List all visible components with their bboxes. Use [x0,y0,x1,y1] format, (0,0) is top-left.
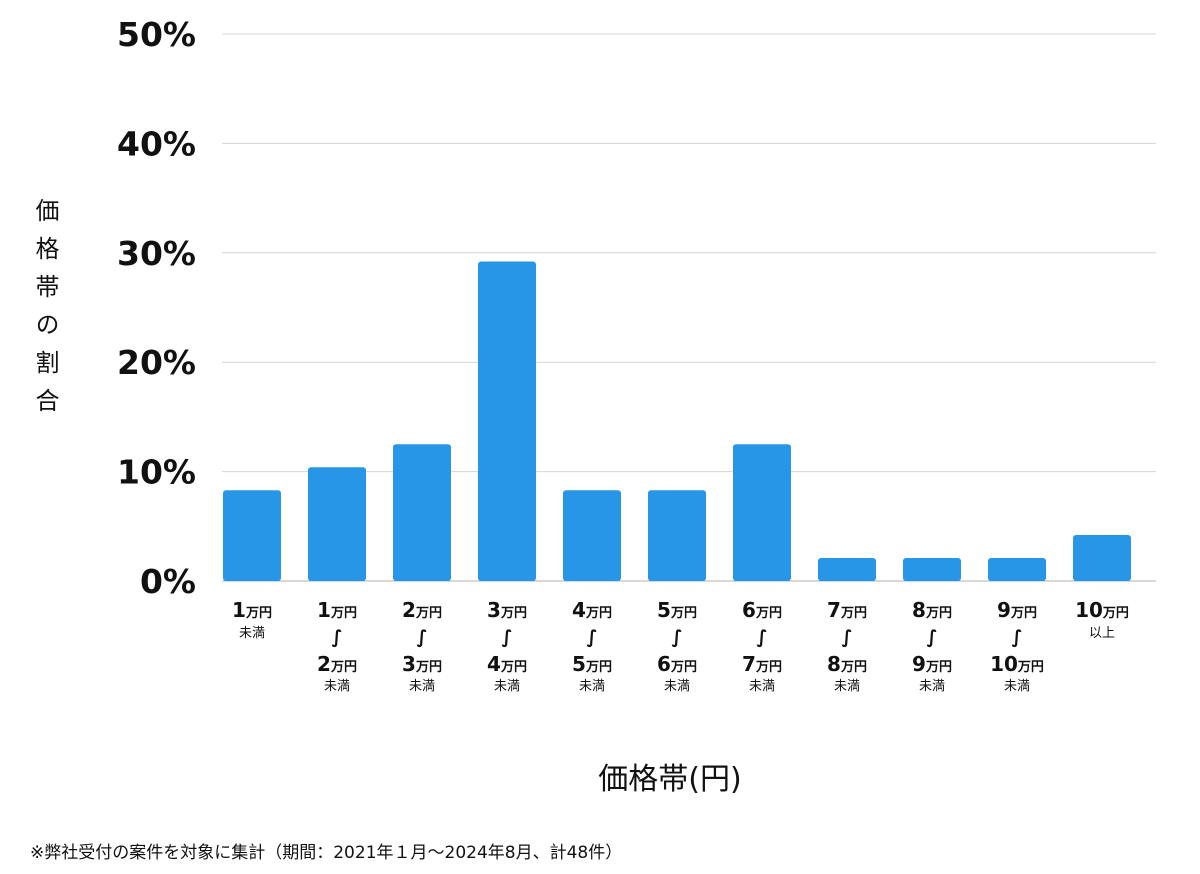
x-tick-suffix: 未満 [834,679,860,694]
bar [818,558,876,581]
x-tick-from: 5万円 [657,598,697,622]
x-tick-suffix: 未満 [409,679,435,694]
x-tick-suffix: 未満 [239,626,265,641]
x-tick-to: 6万円 [657,652,697,676]
bar [478,261,536,581]
y-tick-label: 40% [117,124,196,163]
x-tick-suffix: 未満 [749,679,775,694]
x-tick-from: 10万円 [1075,598,1129,622]
y-tick-label: 20% [117,343,196,382]
x-tick-suffix: 未満 [919,679,945,694]
footnote: ※弊社受付の案件を対象に集計（期間：2021年１月～2024年8月、計48件） [30,843,623,863]
x-tick-from: 1万円 [317,598,357,622]
x-tick-suffix: 未満 [579,679,605,694]
y-tick-label: 50% [117,15,196,54]
x-tick-range-separator: ∫ [672,627,683,648]
y-tick-label: 0% [140,562,196,601]
x-tick-range-separator: ∫ [927,627,938,648]
x-tick-range-separator: ∫ [1012,627,1023,648]
x-tick-from: 2万円 [402,598,442,622]
bars [223,261,1131,581]
bar [988,558,1046,581]
x-tick-to: 3万円 [402,652,442,676]
bar [308,467,366,581]
x-tick-to: 7万円 [742,652,782,676]
x-tick-range-separator: ∫ [587,627,598,648]
x-tick-to: 9万円 [912,652,952,676]
x-tick-to: 5万円 [572,652,612,676]
y-axis-ticks: 0% 10% 20% 30% 40% 50% [117,15,196,601]
bar [648,490,706,581]
x-tick-from: 1万円 [232,598,272,622]
y-axis-label: 価格帯の割合 [31,198,59,426]
bar [903,558,961,581]
x-tick-from: 8万円 [912,598,952,622]
x-tick-range-separator: ∫ [417,627,428,648]
bar [393,444,451,581]
bar [1073,535,1131,581]
x-tick-from: 9万円 [997,598,1037,622]
x-tick-suffix: 以上 [1089,626,1115,641]
x-tick-to: 2万円 [317,652,357,676]
x-tick-suffix: 未満 [324,679,350,694]
x-tick-range-separator: ∫ [757,627,768,648]
y-tick-label: 10% [117,453,196,492]
x-tick-range-separator: ∫ [332,627,343,648]
bar [733,444,791,581]
x-tick-to: 10万円 [990,652,1044,676]
x-tick-from: 7万円 [827,598,867,622]
x-tick-suffix: 未満 [494,679,520,694]
bar [223,490,281,581]
x-tick-from: 3万円 [487,598,527,622]
x-tick-to: 8万円 [827,652,867,676]
x-tick-suffix: 未満 [1004,679,1030,694]
y-tick-label: 30% [117,234,196,273]
bar [563,490,621,581]
x-tick-range-separator: ∫ [502,627,513,648]
x-axis-ticks: 1万円未満1万円∫2万円未満2万円∫3万円未満3万円∫4万円未満4万円∫5万円未… [232,598,1129,694]
x-tick-from: 6万円 [742,598,782,622]
x-tick-suffix: 未満 [664,679,690,694]
x-tick-from: 4万円 [572,598,612,622]
x-tick-to: 4万円 [487,652,527,676]
x-tick-range-separator: ∫ [842,627,853,648]
x-axis-label: 価格帯(円) [598,762,742,797]
